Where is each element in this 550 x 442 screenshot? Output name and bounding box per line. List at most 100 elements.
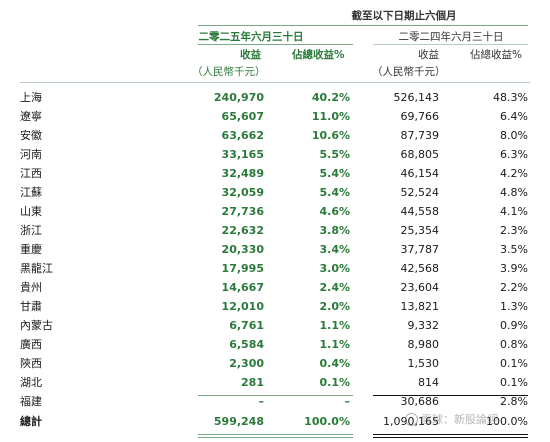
- header-bottom-rule: [20, 82, 530, 83]
- table-row: 安徽 63,662 10.6% 87,739 8.0%: [0, 126, 550, 145]
- share-2025: 3.4%: [319, 243, 350, 256]
- revenue-2025: 65,607: [221, 110, 264, 123]
- revenue-2025: 22,632: [221, 224, 264, 237]
- revenue-2024: 814: [418, 376, 439, 389]
- table-row: 湖北 281 0.1% 814 0.1%: [0, 373, 550, 392]
- period-title-rule: [198, 25, 528, 26]
- total-double-rule-2025-a: [198, 434, 353, 435]
- share-2024: 2.3%: [500, 224, 528, 237]
- province-name: 遼寧: [20, 110, 42, 123]
- revenue-2024: 52,524: [400, 186, 440, 199]
- total-label: 總計: [20, 415, 42, 428]
- revenue-2024: 87,739: [400, 129, 440, 142]
- revenue-2024: 42,568: [400, 262, 440, 275]
- revenue-2025: 6,761: [229, 319, 264, 332]
- total-double-rule-2024-a: [373, 434, 528, 435]
- revenue-2024: 37,787: [400, 243, 440, 256]
- share-2025: 2.4%: [319, 281, 350, 294]
- revenue-2025: 6,584: [229, 338, 264, 351]
- province-name: 山東: [20, 205, 42, 218]
- province-name: 貴州: [20, 281, 42, 294]
- table-row: 陝西 2,300 0.4% 1,530 0.1%: [0, 354, 550, 373]
- total-double-rule-2025-b: [198, 437, 353, 438]
- table-row: 黑龍江 17,995 3.0% 42,568 3.9%: [0, 259, 550, 278]
- pre-total-rule-2025: [198, 395, 353, 396]
- share-2025: 4.6%: [319, 205, 350, 218]
- revenue-2024: 9,332: [407, 319, 440, 332]
- revenue-2025: 32,489: [221, 167, 264, 180]
- col-revenue-2024: 收益: [418, 49, 439, 61]
- province-name: 廣西: [20, 338, 42, 351]
- share-2024: 48.3%: [493, 91, 528, 104]
- period-2024-heading: 二零二四年六月三十日: [398, 31, 504, 43]
- revenue-2024: 25,354: [400, 224, 440, 237]
- province-name: 湖北: [20, 376, 42, 389]
- share-2025: 3.0%: [319, 262, 350, 275]
- share-2024: 2.8%: [500, 395, 528, 408]
- table-row: 江蘇 32,059 5.4% 52,524 4.8%: [0, 183, 550, 202]
- revenue-2025: 27,736: [221, 205, 264, 218]
- share-2025: 0.4%: [319, 357, 350, 370]
- col-share-2025: 佔總收益%: [292, 49, 345, 61]
- share-2025: 11.0%: [311, 110, 350, 123]
- table-row: 貴州 14,667 2.4% 23,604 2.2%: [0, 278, 550, 297]
- period-2025-rule: [198, 44, 353, 45]
- share-2025: 1.1%: [319, 338, 350, 351]
- share-2024: 8.0%: [500, 129, 528, 142]
- province-name: 重慶: [20, 243, 42, 256]
- table-row: 江西 32,489 5.4% 46,154 4.2%: [0, 164, 550, 183]
- col-revenue-2025: 收益: [240, 49, 261, 61]
- share-2025: 3.8%: [319, 224, 350, 237]
- revenue-2024: 8,980: [407, 338, 440, 351]
- share-2024: 0.1%: [500, 357, 528, 370]
- pre-total-rule-2024: [373, 395, 528, 396]
- table-row: 山東 27,736 4.6% 44,558 4.1%: [0, 202, 550, 221]
- province-name: 江蘇: [20, 186, 42, 199]
- revenue-2024: 44,558: [400, 205, 440, 218]
- total-double-rule-2024-b: [373, 437, 528, 438]
- share-2025: 10.6%: [311, 129, 350, 142]
- revenue-2024: 46,154: [400, 167, 440, 180]
- table-row: 內蒙古 6,761 1.1% 9,332 0.9%: [0, 316, 550, 335]
- share-2024: 0.1%: [500, 376, 528, 389]
- period-title: 截至以下日期止六個月: [351, 10, 457, 22]
- province-name: 上海: [20, 91, 42, 104]
- revenue-2025: 32,059: [221, 186, 264, 199]
- table-row: 上海 240,970 40.2% 526,143 48.3%: [0, 88, 550, 107]
- total-row: 總計 599,248 100.0% 1,090,165 100.0%: [0, 412, 550, 432]
- col-share-2024: 佔總收益%: [470, 49, 522, 61]
- revenue-2024: 69,766: [400, 110, 440, 123]
- share-2024: 3.5%: [500, 243, 528, 256]
- share-2024: 4.1%: [500, 205, 528, 218]
- share-2025: 2.0%: [319, 300, 350, 313]
- share-2024: 6.4%: [500, 110, 528, 123]
- revenue-2025: 2,300: [229, 357, 264, 370]
- share-2025: 1.1%: [319, 319, 350, 332]
- period-2024-rule: [373, 44, 528, 45]
- province-name: 河南: [20, 148, 42, 161]
- share-2024: 4.2%: [500, 167, 528, 180]
- share-2025: –: [344, 395, 351, 408]
- revenue-2024: 68,805: [400, 148, 440, 161]
- share-2024: 4.8%: [500, 186, 528, 199]
- revenue-2025: 33,165: [221, 148, 264, 161]
- revenue-2025: 20,330: [221, 243, 264, 256]
- table-row: 福建 – – 30,686 2.8%: [0, 392, 550, 411]
- table-row: 河南 33,165 5.5% 68,805 6.3%: [0, 145, 550, 164]
- share-2025: 0.1%: [319, 376, 350, 389]
- province-name: 福建: [20, 395, 42, 408]
- revenue-2024: 30,686: [400, 395, 440, 408]
- table-row: 遼寧 65,607 11.0% 69,766 6.4%: [0, 107, 550, 126]
- revenue-2025: 240,970: [213, 91, 264, 104]
- province-name: 甘肅: [20, 300, 42, 313]
- revenue-2025: 12,010: [221, 300, 264, 313]
- province-name: 黑龍江: [20, 262, 53, 275]
- province-name: 安徽: [20, 129, 42, 142]
- share-2025: 5.4%: [319, 167, 350, 180]
- share-2024: 0.9%: [500, 319, 528, 332]
- total-share-2025: 100.0%: [304, 415, 350, 428]
- province-name: 陝西: [20, 357, 42, 370]
- watermark-logo-icon: [405, 412, 418, 426]
- revenue-2024: 23,604: [400, 281, 440, 294]
- watermark: 雪球：新股論經: [405, 411, 498, 427]
